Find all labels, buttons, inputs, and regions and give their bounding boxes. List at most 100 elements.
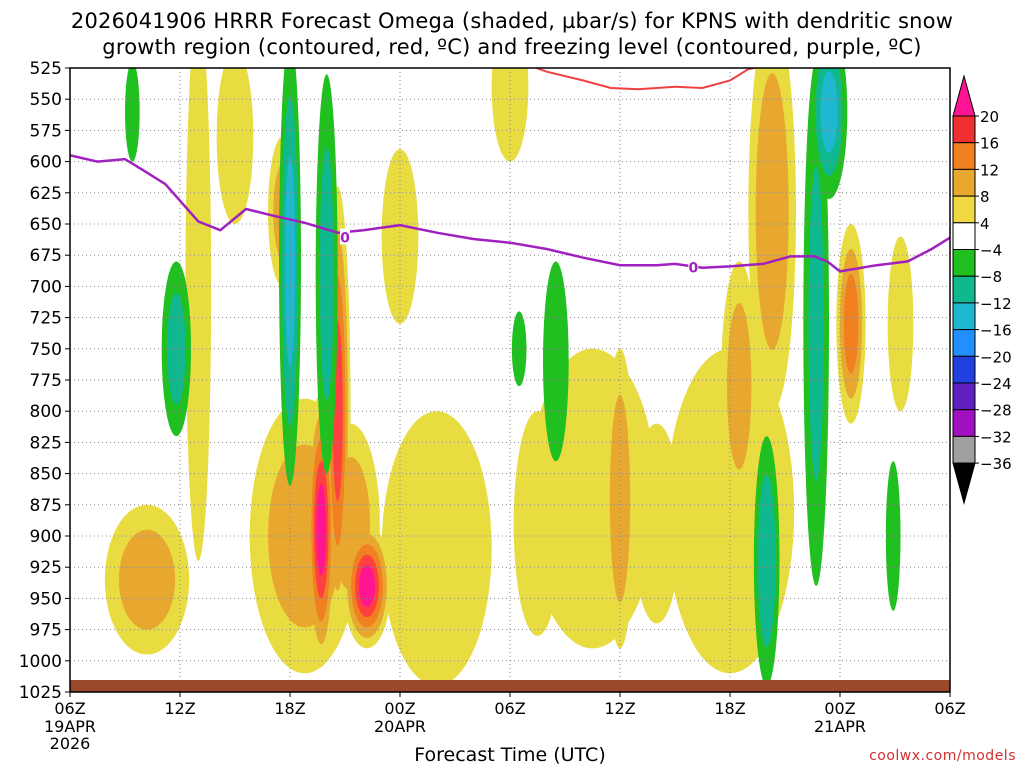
- omega-cell: [511, 311, 527, 387]
- omega-cell: [820, 70, 838, 153]
- colorbar-swatch: [952, 115, 976, 144]
- colorbar-label: −28: [980, 402, 1012, 420]
- y-tick-label: 675: [30, 246, 62, 266]
- colorbar-label: −8: [980, 268, 1002, 286]
- omega-cell: [543, 261, 569, 462]
- ground-surface: [70, 680, 950, 692]
- credit-link[interactable]: coolwx.com/models: [869, 748, 1016, 764]
- x-axis-label: Forecast Time (UTC): [414, 744, 606, 766]
- x-tick-label: 06Z: [54, 699, 85, 718]
- y-axis: 525 550 575 600 625 650 675 700 725 750 775 800 825 8…: [19, 59, 70, 703]
- contour-label-bg: [340, 228, 350, 245]
- colorbar-legend: 20 16 12 8 4 −4 −8 −12 −16 −20 −24 −28 −32 −36: [952, 74, 1012, 505]
- dgz-contour-line: [533, 68, 760, 91]
- omega-cell: [185, 68, 212, 561]
- x-date-label: 19APR: [44, 717, 96, 736]
- omega-cell: [316, 484, 327, 576]
- colorbar-label: 8: [980, 188, 990, 206]
- colorbar-top-arrow: [952, 74, 976, 117]
- grid-lines: [69, 67, 951, 693]
- colorbar-label: −20: [980, 348, 1012, 366]
- x-tick-label: 00Z: [384, 699, 415, 718]
- omega-cell: [125, 68, 140, 162]
- omega-cell: [381, 411, 492, 686]
- colorbar-label: 4: [980, 215, 990, 233]
- omega-cell: [885, 461, 901, 611]
- colorbar-swatch: [952, 302, 976, 331]
- omega-cell: [843, 273, 859, 374]
- omega-cell: [167, 293, 186, 405]
- colorbar-swatch: [952, 329, 976, 357]
- y-tick-label: 550: [30, 90, 62, 110]
- y-tick-label: 800: [30, 402, 62, 422]
- contour-label-bg: [688, 258, 699, 275]
- colorbar-swatch: [952, 355, 976, 384]
- y-tick-label: 875: [30, 496, 62, 516]
- title-line-2: growth region (contoured, red, ºC) and f…: [102, 35, 922, 59]
- colorbar-label: 20: [980, 108, 999, 126]
- colorbar-label: −16: [980, 322, 1012, 340]
- y-tick-label: 975: [30, 621, 62, 641]
- y-tick-label: 775: [30, 371, 62, 391]
- colorbar-label: 16: [980, 135, 999, 153]
- colorbar-swatch: [952, 435, 976, 464]
- omega-cell: [359, 565, 375, 607]
- x-tick-label: 18Z: [714, 699, 745, 718]
- omega-cell: [808, 166, 824, 482]
- x-date-label: 20APR: [374, 717, 426, 736]
- freezing-level-line: [70, 154, 950, 273]
- y-tick-label: 950: [30, 589, 62, 609]
- colorbar-label: −24: [980, 375, 1012, 393]
- y-tick-label: 600: [30, 153, 62, 173]
- freezing-level-label: 0: [340, 230, 350, 246]
- omega-shading: [104, 68, 914, 686]
- x-year-label: 2026: [50, 734, 91, 753]
- x-tick-label: 00Z: [824, 699, 855, 718]
- chart-title: 2026041906 HRRR Forecast Omega (shaded, …: [0, 8, 1024, 60]
- y-tick-label: 850: [30, 465, 62, 485]
- colorbar-label: −32: [980, 428, 1012, 446]
- y-tick-label: 575: [30, 121, 62, 141]
- y-tick-label: 825: [30, 433, 62, 453]
- colorbar-label: 12: [980, 161, 999, 179]
- title-line-1: 2026041906 HRRR Forecast Omega (shaded, …: [70, 9, 954, 33]
- y-tick-label: 900: [30, 527, 62, 547]
- y-tick-label: 650: [30, 215, 62, 235]
- y-tick-label: 725: [30, 309, 62, 329]
- colorbar-label: −36: [980, 455, 1012, 473]
- colorbar-swatch: [952, 382, 976, 411]
- y-tick-label: 700: [30, 277, 62, 297]
- colorbar-swatch: [952, 168, 976, 197]
- y-tick-label: 1000: [19, 652, 62, 672]
- y-tick-label: 1025: [19, 683, 62, 703]
- omega-cell: [118, 529, 176, 630]
- y-tick-label: 750: [30, 340, 62, 360]
- omega-cell: [319, 146, 334, 401]
- x-date-label: 21APR: [814, 717, 866, 736]
- x-tick-label: 06Z: [494, 699, 525, 718]
- omega-cell: [887, 236, 914, 412]
- omega-cell: [491, 68, 529, 162]
- y-tick-label: 625: [30, 184, 62, 204]
- colorbar-bottom-arrow: [952, 462, 976, 505]
- colorbar-label: −12: [980, 295, 1012, 313]
- freezing-level-label: 0: [688, 260, 698, 276]
- colorbar-swatch: [952, 222, 976, 251]
- y-tick-label: 925: [30, 558, 62, 578]
- omega-cell: [609, 394, 631, 603]
- omega-cell: [757, 474, 776, 648]
- colorbar-swatch: [952, 275, 976, 304]
- x-tick-label: 12Z: [164, 699, 195, 718]
- x-tick-label: 18Z: [274, 699, 305, 718]
- omega-cell: [216, 68, 254, 224]
- x-tick-label: 06Z: [934, 699, 965, 718]
- x-tick-label: 12Z: [604, 699, 635, 718]
- omega-cell: [755, 73, 789, 350]
- colorbar-swatch: [952, 409, 976, 437]
- colorbar-swatch: [952, 195, 976, 224]
- colorbar-swatch: [952, 249, 976, 277]
- colorbar-swatch: [952, 142, 976, 170]
- y-tick-label: 525: [30, 59, 62, 79]
